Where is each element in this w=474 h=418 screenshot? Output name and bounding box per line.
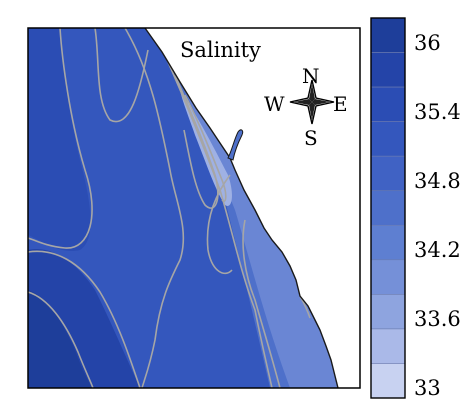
colorbar-band bbox=[370, 86, 406, 122]
colorbar-band bbox=[370, 190, 406, 226]
colorbar-tick-label: 34.2 bbox=[414, 237, 461, 262]
colorbar-band bbox=[370, 363, 406, 399]
colorbar-band bbox=[370, 155, 406, 192]
map-frame bbox=[27, 27, 361, 389]
contour-lines bbox=[28, 28, 311, 388]
colorbar-band bbox=[370, 328, 406, 364]
colorbar-frame bbox=[370, 17, 406, 399]
colorbar-tick-label: 33.6 bbox=[414, 306, 461, 331]
colorbar-tick-label: 34.8 bbox=[414, 168, 461, 193]
colorbar-tick-label: 35.4 bbox=[414, 99, 461, 124]
colorbar-band bbox=[370, 294, 406, 330]
compass-rose-icon bbox=[289, 79, 335, 125]
compass-south-label: S bbox=[304, 126, 318, 150]
colorbar-band bbox=[370, 259, 406, 295]
coastline bbox=[144, 27, 339, 389]
salinity-zone-offshore-north bbox=[28, 28, 91, 252]
colorbar-band bbox=[370, 121, 406, 157]
colorbar-band bbox=[370, 52, 406, 88]
colorbar-tick-label: 33 bbox=[414, 376, 441, 400]
colorbar-band bbox=[370, 224, 406, 261]
map-title: Salinity bbox=[180, 38, 261, 62]
colorbar-band bbox=[370, 17, 406, 53]
salinity-zone-offshore-core bbox=[28, 290, 92, 388]
colorbar bbox=[370, 17, 406, 399]
compass-east-label: E bbox=[333, 92, 348, 116]
compass-north-label: N bbox=[302, 64, 320, 88]
estuary-inlet bbox=[227, 129, 244, 161]
colorbar-tick-label: 36 bbox=[414, 30, 441, 55]
compass-west-label: W bbox=[264, 92, 285, 116]
